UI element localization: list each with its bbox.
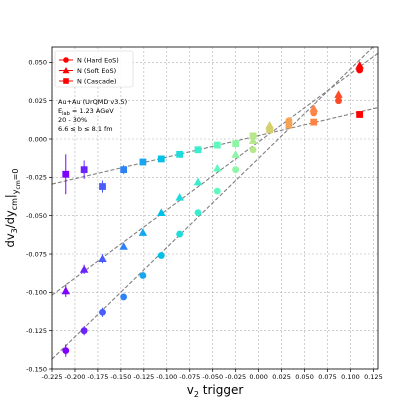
y-tick-label: 0.000 bbox=[28, 135, 47, 143]
legend-marker bbox=[63, 57, 69, 63]
x-tick-label: -0.125 bbox=[133, 373, 154, 381]
point-triangle bbox=[213, 163, 222, 172]
x-tick-label: 0.125 bbox=[364, 373, 383, 381]
x-tick-label: 0.025 bbox=[272, 373, 291, 381]
point-triangle bbox=[334, 90, 343, 98]
y-tick-label: -0.050 bbox=[26, 212, 47, 220]
point-triangle bbox=[157, 208, 166, 216]
x-tick-label: -0.225 bbox=[42, 373, 63, 381]
legend-label: N (Hard EoS) bbox=[77, 56, 119, 64]
point-square bbox=[62, 170, 70, 178]
x-tick-label: -0.050 bbox=[202, 373, 223, 381]
point-circle bbox=[157, 252, 165, 259]
legend-box bbox=[54, 50, 134, 88]
y-tick-label: -0.025 bbox=[26, 174, 47, 182]
point-square bbox=[99, 183, 106, 190]
point-triangle bbox=[138, 228, 148, 236]
x-tick-label: -0.075 bbox=[179, 373, 200, 381]
point-square bbox=[232, 140, 240, 147]
point-square bbox=[249, 132, 257, 140]
point-square bbox=[194, 146, 202, 154]
y-axis-label: dv3/dycm|ycm=0 bbox=[3, 169, 22, 248]
point-circle bbox=[232, 166, 240, 174]
point-square bbox=[120, 166, 128, 174]
point-square bbox=[176, 150, 184, 158]
point-square bbox=[285, 121, 293, 129]
x-tick-label: -0.100 bbox=[156, 373, 177, 381]
plot-frame bbox=[51, 46, 379, 370]
point-circle bbox=[176, 230, 184, 238]
y-tick-label: -0.125 bbox=[26, 327, 47, 335]
fit-line-3 bbox=[51, 107, 379, 185]
point-circle bbox=[120, 293, 128, 301]
point-triangle bbox=[79, 265, 89, 273]
x-tick-label: 0.000 bbox=[249, 373, 268, 381]
point-triangle bbox=[193, 177, 203, 186]
fit-line-2 bbox=[51, 52, 379, 296]
y-tick-label: -0.100 bbox=[26, 289, 47, 297]
x-tick-label: -0.025 bbox=[225, 373, 246, 381]
point-circle bbox=[194, 209, 202, 217]
point-square bbox=[213, 141, 221, 149]
point-square bbox=[310, 118, 318, 126]
point-triangle bbox=[248, 136, 258, 144]
point-circle bbox=[80, 327, 88, 335]
point-triangle bbox=[98, 254, 107, 262]
x-tick-label: -0.175 bbox=[87, 373, 108, 381]
legend: N (Hard EoS) N (Soft EoS) N (Cascade) bbox=[54, 50, 134, 88]
point-triangle bbox=[61, 286, 71, 295]
y-tick-label: 0.050 bbox=[28, 59, 47, 67]
point-circle bbox=[139, 272, 147, 279]
x-tick-label: -0.200 bbox=[64, 373, 85, 381]
data-points bbox=[61, 61, 364, 357]
point-triangle bbox=[355, 61, 364, 69]
point-circle bbox=[249, 146, 257, 154]
fit-lines bbox=[51, 46, 379, 360]
y-tick-label: 0.025 bbox=[28, 97, 47, 105]
legend-marker bbox=[63, 78, 69, 84]
point-triangle bbox=[231, 150, 240, 158]
legend-label: N (Cascade) bbox=[77, 77, 117, 85]
point-square bbox=[266, 126, 274, 134]
point-triangle bbox=[309, 104, 318, 112]
y-tick-label: -0.075 bbox=[26, 250, 47, 258]
fit-line-1 bbox=[51, 46, 374, 360]
point-circle bbox=[62, 347, 70, 354]
point-square bbox=[356, 111, 364, 118]
y-tick-label: -0.150 bbox=[26, 365, 47, 373]
point-circle bbox=[213, 187, 221, 195]
x-tick-label: 0.075 bbox=[318, 373, 337, 381]
annotation-line: 20 - 30% bbox=[58, 116, 87, 124]
point-triangle bbox=[119, 242, 128, 250]
legend-label: N (Soft EoS) bbox=[77, 67, 116, 75]
axis-ticks: -0.225 -0.200 -0.175 -0.150 -0.125 -0.100 -0.0… bbox=[26, 59, 383, 381]
annotation-line: 6.6 ≤ b ≤ 8.1 fm bbox=[58, 125, 113, 133]
point-square bbox=[139, 158, 147, 166]
x-tick-label: 0.050 bbox=[295, 373, 314, 381]
point-square bbox=[157, 155, 165, 163]
x-tick-label: -0.150 bbox=[110, 373, 131, 381]
legend-marker bbox=[62, 67, 70, 74]
point-circle bbox=[335, 97, 342, 105]
annotation-line: Elab = 1.23 AGeV bbox=[58, 107, 114, 117]
point-circle bbox=[99, 308, 106, 316]
point-triangle bbox=[175, 193, 184, 201]
grid bbox=[51, 47, 378, 370]
annotation-line: Au+Au (UrQMD v3.5) bbox=[58, 98, 127, 106]
x-tick-label: 0.100 bbox=[341, 373, 360, 381]
point-square bbox=[80, 166, 88, 174]
x-axis-label: v2 trigger bbox=[187, 383, 244, 399]
